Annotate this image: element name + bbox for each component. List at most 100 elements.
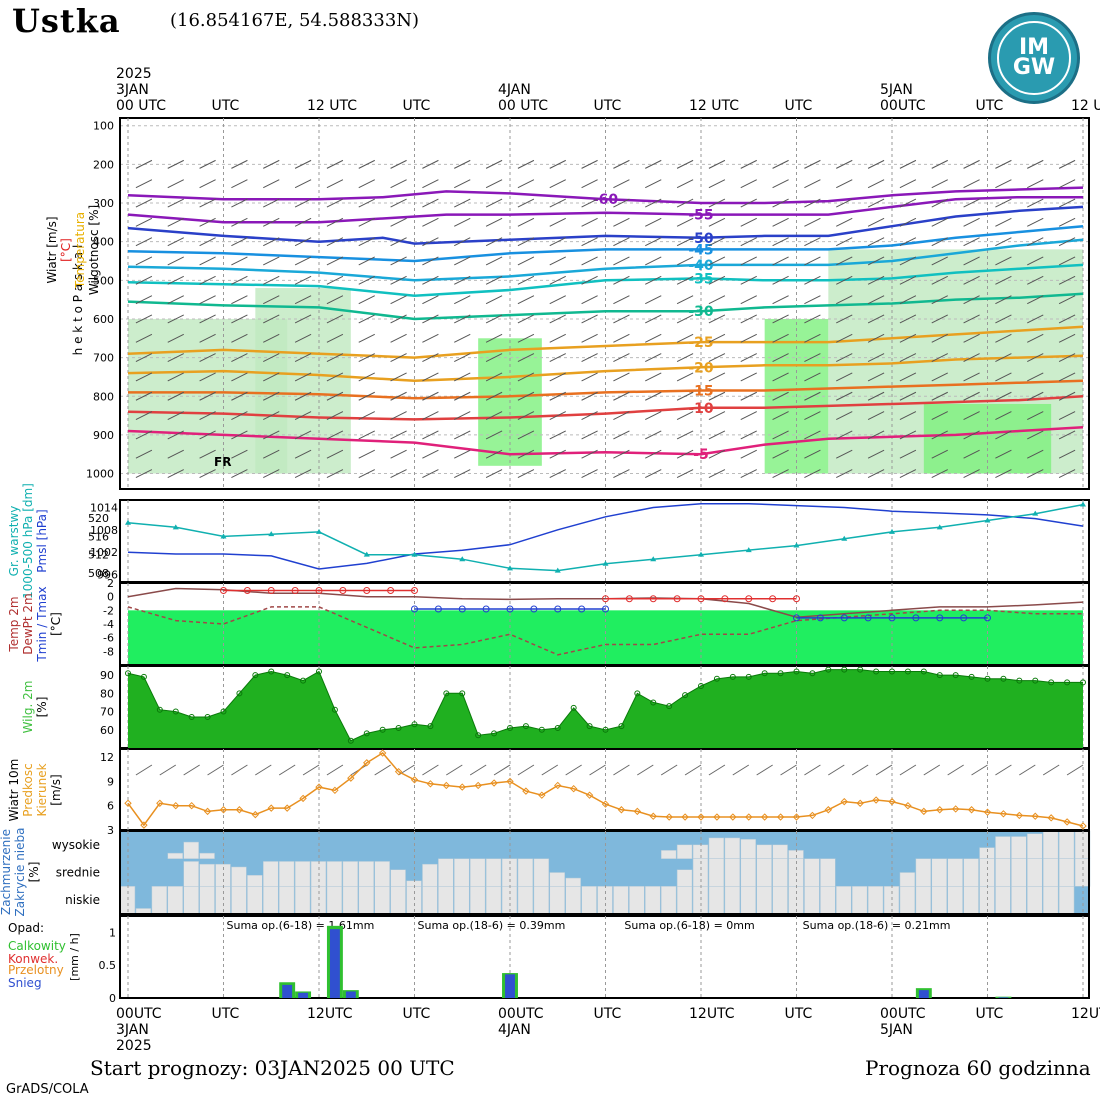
wind-barb	[199, 295, 216, 305]
wind-barb	[326, 449, 344, 459]
wind-barb	[947, 764, 964, 776]
wind-barb	[263, 237, 280, 247]
wind-barb	[390, 275, 407, 285]
wind-barb	[867, 159, 885, 169]
humidity-area	[255, 288, 351, 474]
wind-barb	[899, 430, 917, 440]
pressure-tick-label: 996	[97, 569, 118, 582]
wind-barb	[358, 353, 375, 363]
wind-barb	[804, 179, 821, 189]
wind-marker	[426, 780, 435, 788]
wind-barb	[899, 179, 917, 189]
wind-barb	[294, 353, 312, 363]
wind-marker	[920, 807, 928, 816]
thickness-marker	[316, 528, 322, 534]
wind-barb	[326, 275, 344, 285]
cloud-bar	[549, 872, 565, 887]
wind-barb	[899, 295, 917, 305]
wind-barb	[899, 275, 917, 285]
wind-barb	[294, 256, 312, 266]
wind-marker	[203, 807, 212, 816]
wind-barb	[294, 198, 312, 208]
wind-barb	[708, 256, 726, 266]
wind-barb	[740, 217, 757, 227]
wind-barb	[231, 217, 248, 227]
bottom-time-label: 00UTC	[880, 1006, 926, 1022]
wind-barb	[454, 469, 471, 478]
wind-barb	[517, 430, 535, 440]
wind-barb	[358, 391, 375, 401]
bottom-time-label: 5JAN	[880, 1022, 913, 1038]
tminmax-marker	[554, 605, 562, 613]
precip-legend-label: Opad:	[8, 921, 44, 935]
wind-barb	[804, 198, 821, 208]
wind-barb	[931, 217, 948, 227]
wind-barb	[199, 469, 216, 478]
wind-barb	[422, 764, 439, 776]
wind-barb	[358, 179, 375, 189]
bottom-time-label: 12UTC	[689, 1006, 735, 1022]
wind-barb	[167, 217, 184, 227]
wind-marker	[665, 813, 673, 821]
wind-barb	[422, 449, 439, 459]
humidity-marker	[1064, 679, 1071, 686]
wind-barb	[780, 764, 797, 776]
wind-marker	[569, 784, 578, 793]
wind-barb	[589, 764, 606, 776]
tminmax-marker	[793, 614, 800, 622]
humidity-marker	[459, 690, 466, 697]
wind-barb	[899, 353, 917, 363]
cloud-bar	[915, 858, 932, 887]
cloud-bar	[485, 886, 502, 915]
software-credit: GrADS/COLA	[6, 1082, 89, 1097]
tminmax-marker	[793, 595, 800, 603]
wind-barb	[613, 237, 630, 247]
wind-barb	[613, 217, 630, 227]
wind-barb	[199, 159, 216, 169]
wind-side-label: Kierunek	[35, 763, 49, 816]
humidity-marker	[300, 677, 307, 684]
humidity-marker	[172, 708, 179, 715]
thickness-marker	[220, 533, 227, 539]
precip-bar	[298, 992, 309, 998]
cloud-bar	[294, 861, 311, 887]
wind-barb	[995, 430, 1012, 440]
wind-barb	[1027, 256, 1044, 266]
cloud-bar	[485, 858, 502, 887]
wind-barb	[294, 179, 312, 189]
humidity-marker	[379, 726, 386, 733]
humidity-marker	[920, 668, 927, 675]
crosssection-side-label: Wilgotnosc [%]	[87, 205, 101, 295]
wind-barb	[836, 179, 853, 189]
humidity-marker	[331, 706, 338, 713]
wind-barb	[613, 198, 630, 208]
wind-barb	[167, 275, 184, 285]
wind-barb	[581, 372, 598, 382]
cloud-bar	[660, 850, 677, 859]
wind-barb	[867, 430, 885, 440]
thickness-marker	[507, 565, 513, 571]
cloud-bar	[820, 886, 836, 915]
cloud-bar	[804, 886, 820, 915]
wind-barb	[517, 333, 535, 343]
wind-barb	[294, 217, 312, 227]
wind-barb	[549, 237, 566, 247]
cloud-bar	[613, 886, 629, 915]
wind-barb	[1042, 764, 1060, 776]
humidity-marker	[284, 672, 291, 679]
cloud-bar	[326, 861, 343, 887]
wind-barb	[422, 314, 439, 324]
wind-side-label: Wiatr 10m	[7, 759, 21, 822]
cloud-bar	[629, 886, 645, 915]
wind-barb	[549, 333, 566, 343]
wind-barb	[199, 411, 216, 421]
tminmax-marker	[960, 614, 968, 622]
wind-barb	[167, 391, 184, 401]
wind-barb	[390, 314, 407, 324]
wind-barb	[708, 469, 726, 478]
temperature-tick-label: -8	[103, 645, 114, 658]
wind-barb	[581, 179, 598, 189]
wind-barb	[645, 449, 662, 459]
wind-marker	[1079, 822, 1087, 830]
wind-barb	[867, 237, 885, 247]
